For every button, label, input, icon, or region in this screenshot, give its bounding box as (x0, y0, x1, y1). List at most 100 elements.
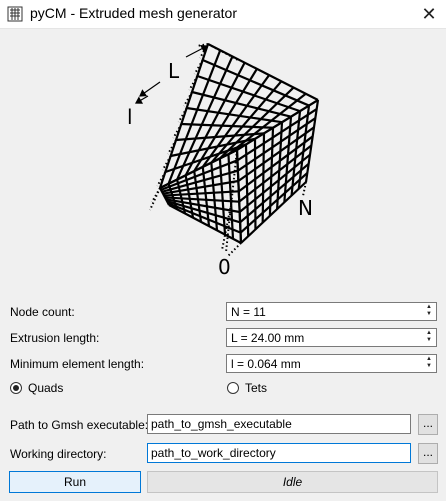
mesh-side-line (236, 108, 318, 162)
mesh-side-line (261, 133, 266, 223)
mesh-side-line (238, 144, 313, 203)
tets-label: Tets (245, 381, 268, 395)
mesh-front-line (218, 158, 227, 235)
mesh-top-line (184, 62, 246, 176)
label-zero: 0 (218, 255, 231, 279)
quads-radio[interactable]: Quads (10, 381, 63, 395)
mesh-side-line (238, 135, 314, 193)
mesh-side-line (237, 126, 315, 182)
close-button[interactable]: ✕ (412, 0, 446, 28)
extruded-mesh-illustration: L l N 0 (127, 43, 320, 279)
mesh-top-line (164, 143, 247, 174)
mesh-top-line (202, 58, 310, 107)
mesh-dotted-line (151, 187, 161, 203)
gmsh-browse-button[interactable]: ... (418, 414, 438, 435)
run-button[interactable]: Run (9, 471, 141, 493)
mesh-side-line (238, 153, 311, 213)
min-element-length-spinbox[interactable]: l = 0.064 mm ▲ ▼ (226, 354, 437, 373)
gmsh-path-input[interactable]: path_to_gmsh_executable (147, 414, 411, 434)
extrusion-length-label: Extrusion length: (10, 331, 100, 345)
mesh-side-line (268, 127, 275, 216)
node-count-value: N = 11 (231, 305, 266, 319)
label-L: L (168, 59, 180, 83)
mesh-dotted-line (221, 199, 233, 251)
spin-down-icon[interactable]: ▼ (426, 311, 432, 317)
mesh-front-line (163, 190, 239, 197)
quads-label: Quads (28, 381, 64, 395)
mesh-front-line (176, 179, 187, 214)
mesh-dotted-line (196, 43, 209, 47)
mesh-dotted-line (156, 171, 167, 187)
quads-radio-indicator[interactable] (10, 382, 22, 394)
workdir-label: Working directory: (10, 447, 107, 461)
mesh-dotted-line (167, 139, 177, 155)
app-icon (7, 6, 23, 22)
mesh-side-line (297, 105, 311, 189)
dimension-arrowhead (199, 44, 209, 53)
mesh-dotted-line (183, 91, 193, 107)
mesh-top-line (196, 74, 301, 113)
mesh-top-line (227, 92, 307, 156)
workdir-input[interactable]: path_to_work_directory (147, 443, 411, 463)
mesh-front-line (165, 198, 240, 214)
tets-radio[interactable]: Tets (227, 381, 267, 395)
mesh-side-line (239, 172, 309, 234)
dimension-arrowhead (134, 96, 144, 104)
mesh-front-line (162, 179, 239, 195)
mesh-dotted-line (207, 43, 239, 61)
status-field: Idle (147, 471, 438, 493)
mesh-top-line (181, 122, 274, 129)
mesh-front-line (167, 202, 241, 234)
mesh-side-line (237, 117, 316, 172)
close-icon: ✕ (421, 3, 437, 24)
mesh-top-line (176, 55, 234, 181)
mesh-side-line (240, 181, 307, 244)
mesh-side-line (304, 99, 320, 183)
mesh-dotted-line (161, 155, 172, 171)
mesh-front-line (164, 196, 240, 203)
window-title: pyCM - Extruded mesh generator (30, 5, 237, 21)
extrusion-length-spinbox[interactable]: L = 24.00 mm ▲ ▼ (226, 328, 437, 347)
mesh-dotted-line (227, 242, 242, 257)
min-element-length-label: Minimum element length: (10, 357, 145, 371)
mesh-front-line (166, 200, 241, 224)
mesh-front-line (227, 154, 235, 239)
mesh-front-line (167, 183, 179, 210)
mesh-front-line (184, 175, 195, 218)
mesh-top-line (201, 74, 271, 168)
tets-radio-indicator[interactable] (227, 382, 239, 394)
mesh-top-line (186, 106, 283, 124)
mesh-dotted-line (172, 123, 183, 139)
dimension-arrowhead (139, 89, 148, 97)
spin-up-icon[interactable]: ▲ (426, 356, 432, 362)
mesh-top-line (159, 149, 238, 189)
mesh-dotted-line (149, 187, 161, 211)
mesh-dotted-line (225, 149, 238, 253)
spin-up-icon[interactable]: ▲ (426, 330, 432, 336)
mesh-front-line (168, 204, 242, 244)
spin-up-icon[interactable]: ▲ (426, 304, 432, 310)
mesh-top-line (191, 90, 292, 118)
mesh-side-line (244, 144, 250, 237)
min-element-length-value: l = 0.064 mm (231, 357, 301, 371)
node-count-spinbox[interactable]: N = 11 ▲ ▼ (226, 302, 437, 321)
spin-down-icon[interactable]: ▼ (426, 363, 432, 369)
mesh-dotted-line (188, 75, 199, 91)
spin-down-icon[interactable]: ▼ (426, 337, 432, 343)
mesh-side-line (290, 111, 302, 196)
workdir-browse-button[interactable]: ... (418, 443, 438, 464)
mesh-side-line (283, 116, 293, 203)
extrusion-length-value: L = 24.00 mm (231, 331, 305, 345)
mesh-side-line (239, 162, 310, 224)
mesh-top-line (167, 49, 222, 185)
title-bar: pyCM - Extruded mesh generator ✕ (0, 0, 446, 29)
label-N: N (298, 196, 313, 220)
label-l: l (127, 105, 133, 129)
mesh-dotted-line (193, 59, 204, 75)
mesh-top-line (193, 68, 258, 172)
gmsh-path-label: Path to Gmsh executable: (10, 418, 149, 432)
mesh-front-line (201, 166, 211, 227)
mesh-dotted-line (177, 107, 188, 123)
mesh-front-line (160, 159, 238, 191)
mesh-top-line (158, 43, 210, 189)
